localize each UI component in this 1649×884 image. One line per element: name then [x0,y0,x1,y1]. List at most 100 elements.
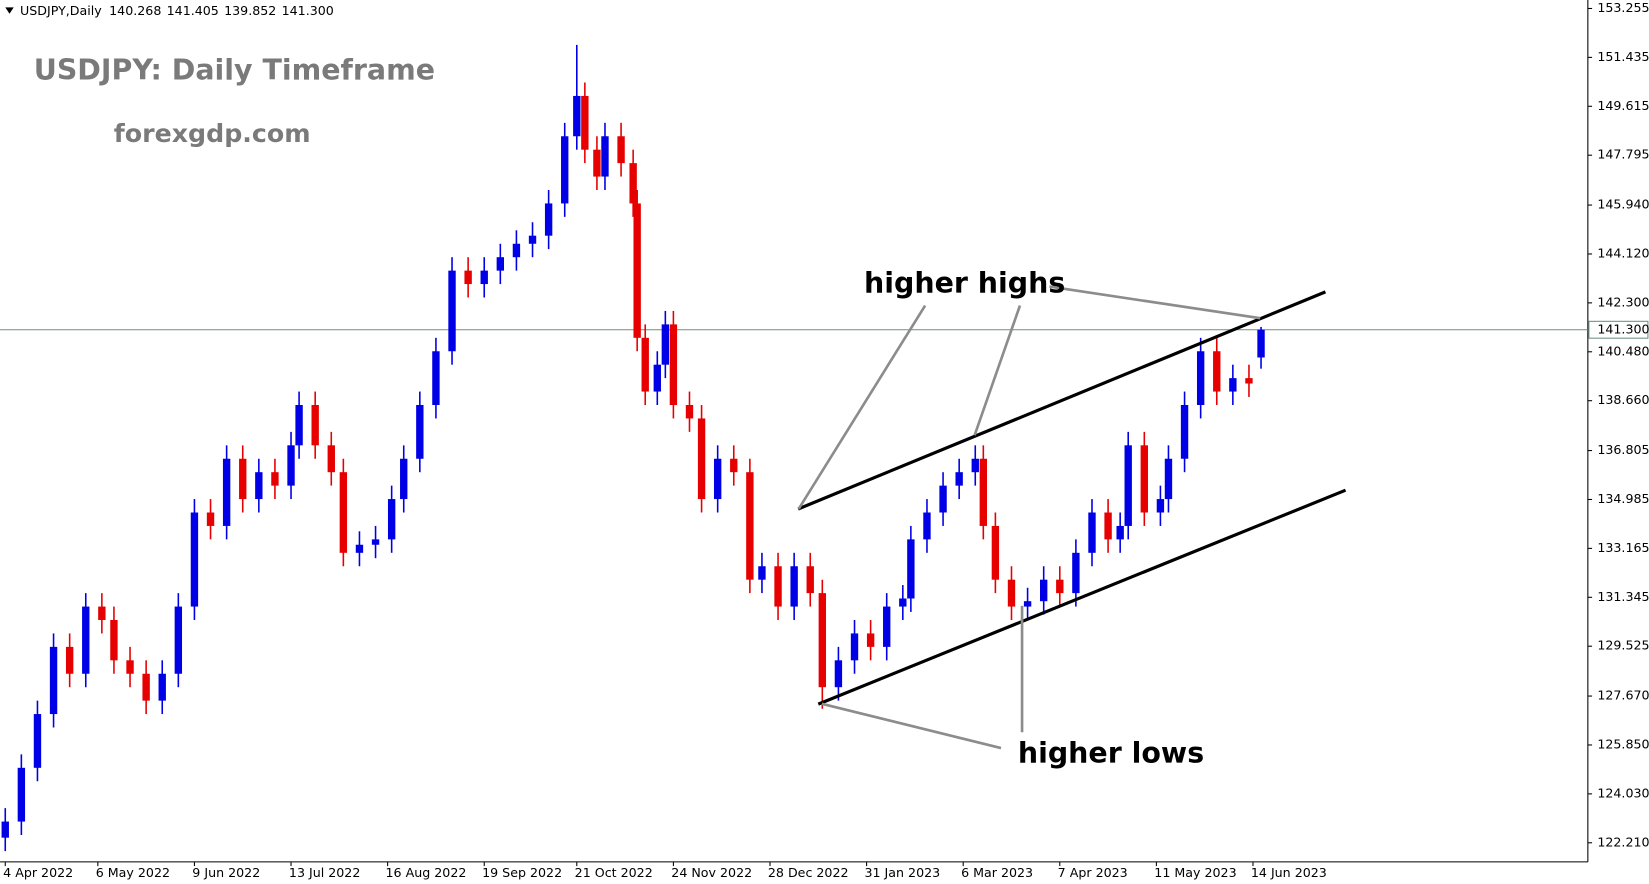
price-label-box [1588,320,1649,339]
header-arrow [5,7,14,14]
candle-body [1140,445,1149,513]
candle-body [49,646,58,715]
candle-body [1180,405,1189,459]
annotation: higher highs [864,266,1065,299]
candle-body [544,203,553,236]
candle-body [190,512,199,607]
candle-body [866,633,875,647]
x-tick-label: 9 Jun 2022 [192,865,260,880]
candle-body [432,351,440,406]
trendline [797,290,1327,511]
x-tick-label: 4 Apr 2022 [3,865,73,880]
candle-body [1213,351,1221,392]
y-tick-label: 147.795 [1597,147,1649,162]
y-tick-label: 134.985 [1597,491,1649,506]
candle-body [206,512,215,526]
candle-body [17,767,26,822]
candle-body [65,646,74,674]
candle-body [955,472,963,486]
candle-body [355,544,364,553]
x-tick-label: 21 Oct 2022 [575,865,653,880]
candle-body [629,163,637,204]
candle-body [174,606,183,674]
candle-body [1164,458,1173,500]
header-value: 141.300 [282,3,334,18]
candle-body [617,136,625,164]
x-tick-label: 14 Jun 2023 [1251,865,1327,880]
candle-body [1040,579,1048,602]
candle-body [528,235,537,244]
candle-body [1104,512,1112,540]
candle-body [327,445,335,473]
x-tick-label: 24 Nov 2022 [671,865,752,880]
candle-body [601,136,609,177]
candle-body [883,606,891,647]
candle-body [561,136,569,204]
y-tick-label: 144.120 [1597,245,1649,260]
y-tick-label: 149.615 [1597,98,1649,113]
annotation: higher lows [1018,736,1204,769]
candle-body [82,606,90,674]
candle-body [774,566,782,607]
candle-body [339,472,348,553]
candle-body [1007,579,1016,607]
candle-body [633,203,641,338]
y-tick-label: 122.210 [1597,834,1649,849]
x-tick-label: 13 Jul 2022 [289,865,360,880]
y-tick-label: 127.670 [1597,688,1649,703]
candle-body [1,821,9,838]
candle-body [653,364,661,392]
plot-area [0,44,1588,852]
y-tick-label: 129.525 [1597,638,1649,653]
candle-body [400,458,408,500]
candle-body [1257,329,1265,358]
x-tick-label: 16 Aug 2022 [386,865,467,880]
candle-body [142,673,150,701]
header: USDJPY,Daily [20,3,102,18]
candle-body [1088,512,1096,553]
candle-body [480,270,488,285]
chart-title: USDJPY: Daily Timeframe [34,54,435,87]
candle-body [1245,378,1253,384]
x-tick-label: 19 Sep 2022 [482,865,562,880]
x-tick-label: 28 Dec 2022 [768,865,849,880]
candle-body [1196,351,1205,406]
candle-body [371,539,380,545]
y-tick-label: 138.660 [1597,392,1649,407]
y-tick-label: 125.850 [1597,736,1649,751]
candle-body [907,539,915,599]
candle-body [387,499,396,540]
candle-body [685,405,694,419]
y-tick-label: 151.435 [1597,49,1649,64]
y-tick-label: 124.030 [1597,785,1649,800]
candle-body [593,149,601,177]
candle-body [923,512,931,540]
candle-body [158,673,166,701]
candle-body [991,525,1000,580]
candle-body [126,660,134,674]
annotation-pointer [1049,285,1261,320]
candle-body [979,458,988,526]
candle-body [295,405,303,446]
candle-body [641,337,649,392]
candle-body [1072,552,1080,594]
candle-body [1023,601,1032,607]
y-tick-label: 142.300 [1597,294,1649,309]
header-value: 141.405 [167,3,219,18]
y-tick-label: 133.165 [1597,540,1649,555]
candle-body [496,257,505,271]
candle-body [806,566,814,594]
candle-body [33,714,42,768]
candle-body [110,620,118,661]
y-tick-label: 136.805 [1597,442,1649,457]
candle-body [818,593,827,688]
candle-body [790,566,798,607]
candle-body [464,270,472,285]
candle-body [899,598,907,607]
x-tick-label: 6 Mar 2023 [961,865,1033,880]
trendline [817,488,1347,706]
y-tick-label: 145.940 [1597,197,1649,212]
candle-body [834,660,843,688]
candle-body [1156,499,1165,513]
